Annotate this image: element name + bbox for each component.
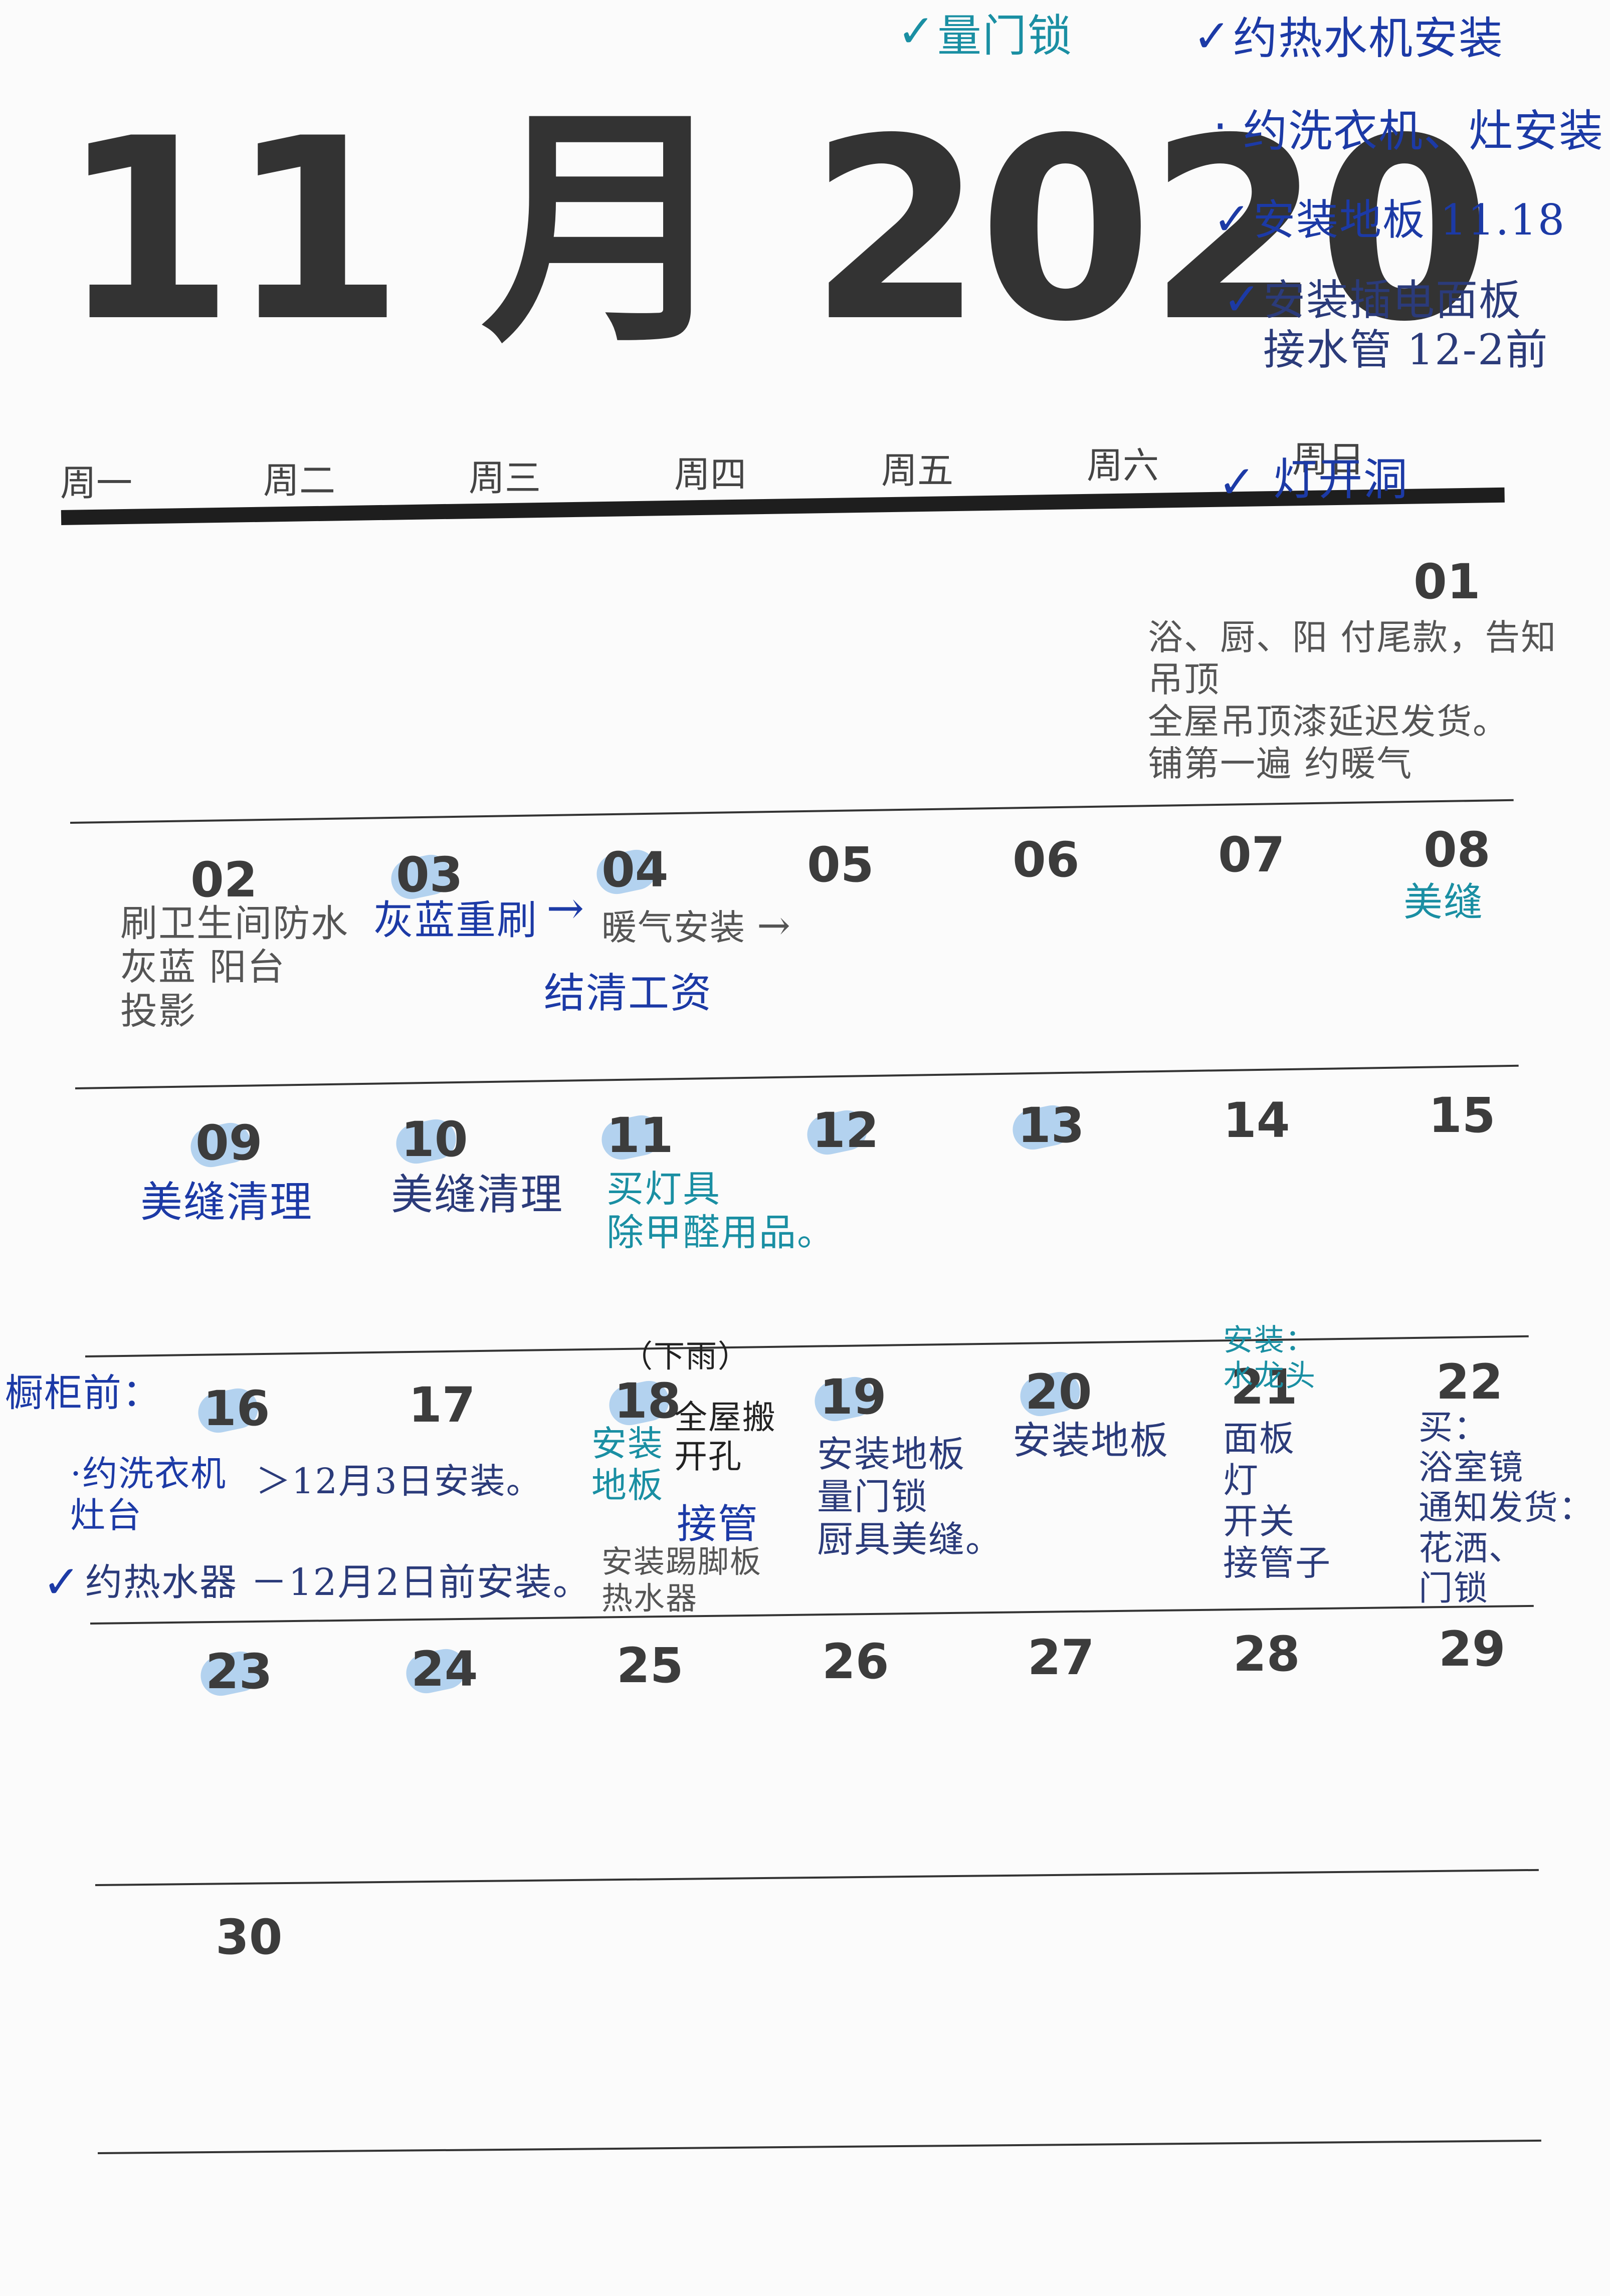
arrow-icon: → bbox=[757, 902, 792, 949]
day-24: 24 bbox=[411, 1641, 478, 1697]
day-22: 22 bbox=[1436, 1354, 1503, 1410]
day-15: 15 bbox=[1429, 1087, 1496, 1143]
weekday-fri: 周五 bbox=[881, 449, 954, 492]
check-mark-icon: ✓ bbox=[43, 1556, 81, 1609]
note-day-08: 美缝 bbox=[1403, 880, 1484, 925]
weekday-thu: 周四 bbox=[674, 453, 747, 496]
day-10: 10 bbox=[401, 1111, 468, 1168]
day-01: 01 bbox=[1414, 554, 1481, 610]
day-11: 11 bbox=[607, 1107, 674, 1164]
day-06: 06 bbox=[1013, 832, 1080, 888]
day-30: 30 bbox=[216, 1909, 283, 1965]
note-before-cabinet: 橱柜前： bbox=[5, 1370, 161, 1415]
weekday-wed: 周三 bbox=[469, 457, 541, 499]
day-04: 04 bbox=[601, 842, 669, 898]
note-day-21-install: 安装： 水龙头 bbox=[1223, 1323, 1316, 1394]
day-20: 20 bbox=[1025, 1364, 1092, 1420]
todo-item-lock: 量门锁 bbox=[937, 10, 1073, 62]
todo-item-floor: 安装地板 11.18 bbox=[1253, 195, 1566, 245]
check-mark-icon: ✓ bbox=[1223, 273, 1261, 326]
day-05: 05 bbox=[807, 837, 874, 893]
day-29: 29 bbox=[1439, 1621, 1506, 1677]
note-day-22: 买： 浴室镜 通知发货： 花洒、 门锁 bbox=[1419, 1408, 1594, 1609]
row-divider bbox=[70, 799, 1514, 824]
note-washer-stove: ·约洗衣机 灶台 bbox=[70, 1453, 227, 1536]
todo-item-light-holes: 灯开洞 bbox=[1273, 453, 1409, 505]
check-mark-icon: ✓ bbox=[1213, 193, 1251, 246]
note-day-18-pipes: 接管 bbox=[677, 1501, 759, 1547]
note-washer-date: ＞12月3日安装。 bbox=[256, 1461, 542, 1502]
day-19: 19 bbox=[820, 1369, 887, 1425]
weekday-sat: 周六 bbox=[1087, 444, 1159, 487]
row-divider bbox=[90, 1604, 1534, 1625]
note-day-18-move: 全屋搬 开孔 bbox=[674, 1398, 776, 1476]
bullet-icon: · bbox=[1213, 100, 1228, 153]
todo-item-washer-stove: 约洗衣机、灶安装 bbox=[1243, 105, 1604, 157]
day-08: 08 bbox=[1424, 822, 1491, 878]
day-21: 21 bbox=[1231, 1359, 1298, 1415]
day-16: 16 bbox=[203, 1381, 270, 1437]
note-day-04: 暖气安装 bbox=[601, 907, 746, 948]
page-title: 11 月 2020 bbox=[60, 85, 1492, 376]
day-26: 26 bbox=[822, 1634, 889, 1690]
todo-item-water-heater: 约热水机安装 bbox=[1233, 13, 1504, 64]
check-mark-icon: ✓ bbox=[897, 5, 935, 58]
note-day-09: 美缝清理 bbox=[140, 1178, 313, 1227]
day-18: 18 bbox=[614, 1373, 681, 1429]
note-day-11: 买灯具 除甲醛用品。 bbox=[607, 1168, 835, 1255]
row-divider bbox=[97, 2139, 1541, 2154]
day-12: 12 bbox=[812, 1102, 879, 1159]
note-day-21: 面板 灯 开关 接管子 bbox=[1223, 1418, 1331, 1583]
weekday-tue: 周二 bbox=[263, 460, 336, 502]
day-03: 03 bbox=[396, 847, 463, 903]
day-09: 09 bbox=[195, 1115, 263, 1171]
note-day-01: 浴、厨、阳 付尾款，告知 吊顶 全屋吊顶漆延迟发货。 铺第一遍 约暖气 bbox=[1148, 617, 1557, 784]
check-mark-icon: ✓ bbox=[1218, 456, 1256, 509]
day-17: 17 bbox=[409, 1377, 476, 1433]
note-day-18-skirting: 安装踢脚板 热水器 bbox=[601, 1543, 762, 1617]
day-07: 07 bbox=[1218, 827, 1285, 883]
arrow-icon: → bbox=[546, 882, 585, 935]
note-day-02: 刷卫生间防水 灰蓝 阳台 投影 bbox=[120, 902, 349, 1033]
note-day-03: 灰蓝重刷 bbox=[373, 897, 538, 944]
day-13: 13 bbox=[1018, 1097, 1085, 1154]
day-27: 27 bbox=[1028, 1630, 1095, 1686]
check-mark-icon: ✓ bbox=[1193, 10, 1231, 63]
day-23: 23 bbox=[206, 1644, 273, 1700]
row-divider bbox=[95, 1869, 1539, 1886]
note-day-20: 安装地板 bbox=[1013, 1418, 1169, 1463]
note-day-19: 安装地板 量门锁 厨具美缝。 bbox=[817, 1433, 1003, 1560]
note-day-10: 美缝清理 bbox=[391, 1170, 564, 1219]
weekday-sun: 周日 bbox=[1292, 438, 1365, 481]
note-water-heater: 约热水器 －12月2日前安装。 bbox=[85, 1561, 591, 1604]
day-28: 28 bbox=[1233, 1626, 1300, 1682]
note-day-04-wages: 结清工资 bbox=[544, 970, 713, 1017]
day-25: 25 bbox=[617, 1638, 684, 1694]
note-day-18-floor: 安装 地板 bbox=[591, 1423, 664, 1506]
weekday-mon: 周一 bbox=[60, 462, 133, 504]
row-divider bbox=[75, 1064, 1519, 1089]
day-02: 02 bbox=[190, 852, 258, 908]
day-14: 14 bbox=[1223, 1092, 1290, 1149]
todo-item-panels-pipes: 安装插电面板 接水管 12-2前 bbox=[1263, 276, 1549, 375]
note-day-18-weather: （下雨） bbox=[622, 1338, 750, 1374]
